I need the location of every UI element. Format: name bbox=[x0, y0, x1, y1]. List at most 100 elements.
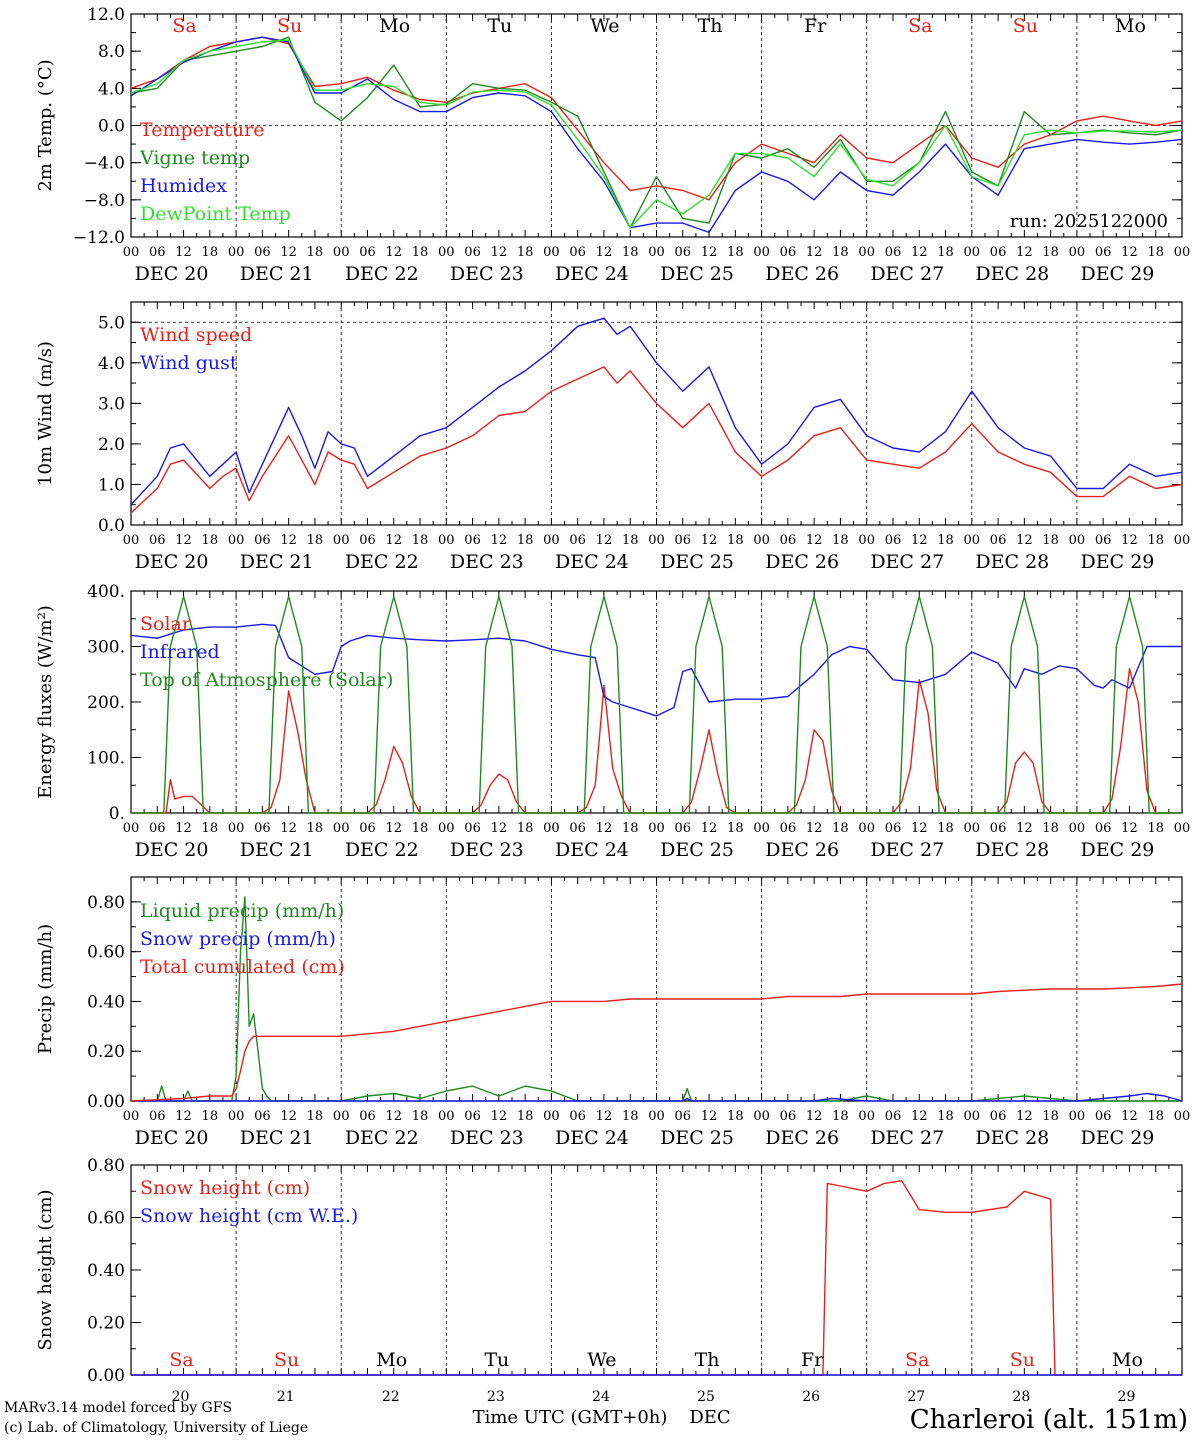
x-date-label: DEC 26 bbox=[765, 839, 839, 861]
x-hour-label: 06 bbox=[780, 821, 797, 836]
x-hour-label: 18 bbox=[517, 821, 534, 836]
x-hour-label: 18 bbox=[412, 821, 429, 836]
legend-entry: Wind speed bbox=[140, 324, 252, 346]
y-tick-label: 0.80 bbox=[87, 1156, 125, 1176]
x-hour-label: 06 bbox=[359, 1109, 376, 1124]
x-hour-label: 18 bbox=[517, 245, 534, 260]
lab-credit: (c) Lab. of Climatology, University of L… bbox=[4, 1420, 308, 1436]
y-tick-label: 300. bbox=[87, 638, 125, 658]
y-tick-label: 0.0 bbox=[98, 516, 125, 536]
x-day-number: 20 bbox=[172, 1389, 190, 1405]
weekday-label: We bbox=[587, 1349, 616, 1371]
y-tick-label: 400. bbox=[87, 582, 125, 602]
y-axis-label: Snow height (cm) bbox=[35, 1189, 56, 1350]
weekday-label: Sa bbox=[908, 15, 932, 37]
x-hour-label: 06 bbox=[464, 245, 481, 260]
x-hour-label: 06 bbox=[990, 1109, 1007, 1124]
x-date-label: DEC 27 bbox=[870, 839, 944, 861]
x-date-label: DEC 22 bbox=[345, 1127, 419, 1149]
x-hour-label: 06 bbox=[675, 821, 692, 836]
x-hour-label: 00 bbox=[964, 821, 981, 836]
weekday-label: Sa bbox=[169, 1349, 193, 1371]
run-annotation: run: 2025122000 bbox=[1010, 211, 1168, 232]
weekday-label: Mo bbox=[376, 1349, 407, 1371]
x-date-label: DEC 26 bbox=[765, 263, 839, 285]
x-hour-label: 00 bbox=[1174, 821, 1191, 836]
x-hour-label: 06 bbox=[1095, 1109, 1112, 1124]
y-tick-label: 1.0 bbox=[98, 475, 125, 495]
x-hour-label: 00 bbox=[333, 245, 350, 260]
weekday-label: We bbox=[590, 15, 619, 37]
x-hour-label: 18 bbox=[307, 533, 324, 548]
x-hour-label: 12 bbox=[806, 533, 823, 548]
x-date-label: DEC 27 bbox=[870, 551, 944, 573]
x-hour-label: 12 bbox=[806, 1109, 823, 1124]
y-axis-label: 2m Temp. (°C) bbox=[35, 59, 56, 191]
x-hour-label: 12 bbox=[1016, 1109, 1033, 1124]
y-tick-label: 0.20 bbox=[87, 1042, 125, 1062]
legend-entry: DewPoint Temp bbox=[140, 203, 291, 225]
x-hour-label: 06 bbox=[149, 245, 166, 260]
x-hour-label: 18 bbox=[622, 533, 639, 548]
x-hour-label: 18 bbox=[937, 533, 954, 548]
weekday-label: Mo bbox=[1112, 1349, 1143, 1371]
x-date-label: DEC 21 bbox=[240, 263, 314, 285]
x-hour-label: 12 bbox=[491, 1109, 508, 1124]
x-hour-label: 00 bbox=[648, 533, 665, 548]
x-date-label: DEC 29 bbox=[1081, 263, 1155, 285]
x-hour-label: 12 bbox=[280, 533, 297, 548]
y-tick-label: 0.60 bbox=[87, 943, 125, 963]
x-hour-label: 06 bbox=[569, 533, 586, 548]
panel-2: 5.0 4.0 3.0 2.0 1.0 0.0 10m Wind (m/s) 00 06 12 18… bbox=[35, 301, 1190, 573]
x-hour-label: 00 bbox=[438, 533, 455, 548]
x-hour-label: 18 bbox=[622, 1109, 639, 1124]
x-hour-label: 12 bbox=[596, 821, 613, 836]
x-hour-label: 06 bbox=[569, 1109, 586, 1124]
x-hour-label: 12 bbox=[175, 1109, 192, 1124]
x-hour-label: 06 bbox=[675, 1109, 692, 1124]
y-tick-label: 5.0 bbox=[98, 313, 125, 333]
x-date-label: DEC 20 bbox=[135, 1127, 209, 1149]
x-date-label: DEC 29 bbox=[1081, 1127, 1155, 1149]
x-hour-label: 06 bbox=[359, 245, 376, 260]
x-hour-label: 18 bbox=[832, 821, 849, 836]
x-hour-label: 12 bbox=[1016, 821, 1033, 836]
x-hour-label: 06 bbox=[885, 533, 902, 548]
x-hour-label: 00 bbox=[1069, 533, 1086, 548]
x-hour-label: 18 bbox=[517, 1109, 534, 1124]
x-hour-label: 00 bbox=[1174, 1109, 1191, 1124]
x-hour-label: 06 bbox=[569, 821, 586, 836]
x-hour-label: 18 bbox=[832, 533, 849, 548]
x-date-label: DEC 27 bbox=[870, 1127, 944, 1149]
series-line-3 bbox=[130, 983, 1183, 1102]
x-hour-label: 00 bbox=[753, 245, 770, 260]
x-date-label: DEC 26 bbox=[765, 551, 839, 573]
x-hour-label: 18 bbox=[1042, 1109, 1059, 1124]
x-hour-label: 12 bbox=[701, 821, 718, 836]
x-hour-label: 18 bbox=[622, 245, 639, 260]
series-line-2 bbox=[130, 317, 1183, 506]
x-date-label: DEC 21 bbox=[240, 1127, 314, 1149]
x-date-label: DEC 25 bbox=[660, 263, 734, 285]
x-hour-label: 06 bbox=[780, 245, 797, 260]
x-hour-label: 00 bbox=[228, 245, 245, 260]
x-hour-label: 06 bbox=[569, 245, 586, 260]
x-hour-label: 18 bbox=[307, 821, 324, 836]
y-tick-label: 0.60 bbox=[87, 1209, 125, 1229]
x-hour-label: 18 bbox=[1147, 245, 1164, 260]
x-hour-label: 18 bbox=[517, 533, 534, 548]
legend-entry: Temperature bbox=[140, 119, 264, 141]
x-date-label: DEC 28 bbox=[975, 839, 1049, 861]
x-hour-label: 00 bbox=[753, 821, 770, 836]
panel-3: 400. 300. 200. 100. 0. Energy fluxes (W/m²) 00… bbox=[35, 582, 1190, 861]
x-hour-label: 12 bbox=[385, 821, 402, 836]
x-date-label: DEC 20 bbox=[135, 551, 209, 573]
weekday-label: Su bbox=[1010, 1349, 1035, 1371]
x-hour-label: 00 bbox=[753, 533, 770, 548]
x-hour-label: 12 bbox=[491, 245, 508, 260]
x-hour-label: 00 bbox=[438, 821, 455, 836]
x-day-number: 26 bbox=[802, 1389, 820, 1405]
x-hour-label: 12 bbox=[385, 1109, 402, 1124]
legend-entry: Solar bbox=[140, 613, 192, 635]
